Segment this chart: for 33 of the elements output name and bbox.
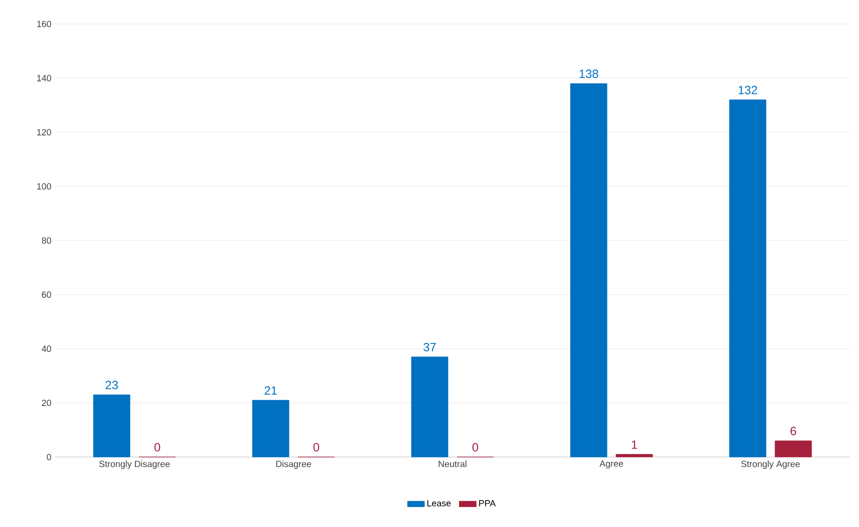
- data-label: 21: [264, 386, 277, 395]
- y-tick-label: 100: [37, 183, 52, 190]
- y-tick-label: 20: [42, 400, 52, 406]
- data-label: 0: [154, 443, 160, 452]
- data-label: 0: [313, 443, 320, 452]
- bar: [774, 440, 812, 458]
- bar: [93, 394, 130, 458]
- x-tick-label: Strongly Disagree: [99, 460, 170, 469]
- bar: [729, 100, 766, 458]
- data-label: 132: [738, 86, 758, 94]
- y-tick-label: 80: [42, 237, 52, 244]
- bar: [252, 400, 290, 458]
- bar: [616, 454, 653, 458]
- data-label: 1: [632, 440, 638, 449]
- y-tick-label: 60: [42, 291, 52, 298]
- data-label: 23: [106, 380, 118, 390]
- y-tick-label: 140: [37, 74, 52, 82]
- data-label: 138: [580, 70, 598, 78]
- data-label: 6: [790, 426, 796, 436]
- x-tick-label: Neutral: [438, 460, 466, 468]
- legend-label: PPA: [479, 500, 496, 506]
- data-label: 37: [424, 342, 436, 352]
- legend-label: Lease: [427, 500, 451, 506]
- y-tick-label: 160: [37, 20, 52, 28]
- x-tick-label: Disagree: [276, 460, 312, 469]
- y-tick-label: 120: [37, 129, 52, 136]
- bar: [411, 356, 448, 458]
- y-tick-label: 40: [42, 346, 52, 352]
- data-label: 0: [472, 443, 478, 452]
- bar: [570, 83, 608, 458]
- x-tick-label: Agree: [600, 460, 624, 469]
- x-tick-label: Strongly Agree: [741, 460, 800, 469]
- y-tick-label: 0: [46, 454, 52, 460]
